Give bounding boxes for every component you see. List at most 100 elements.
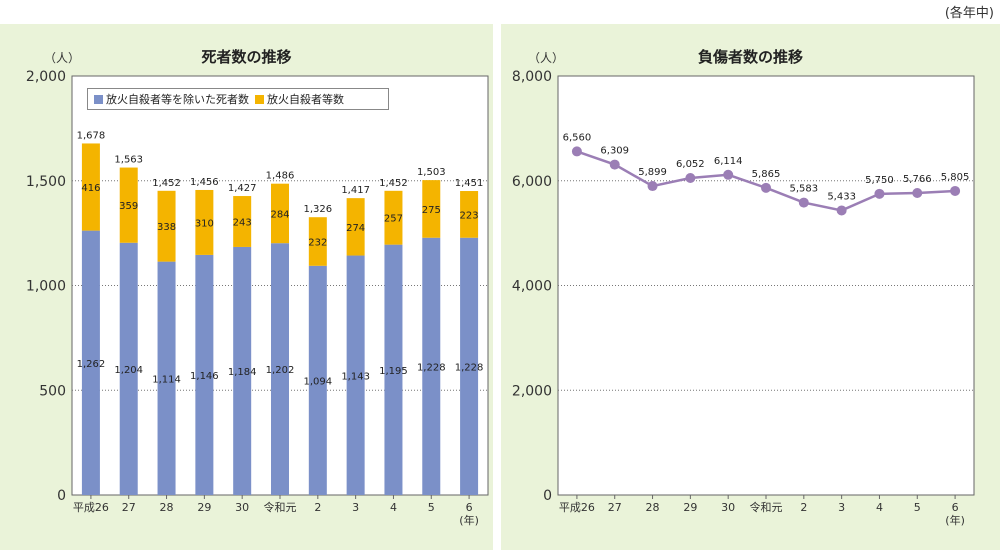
- deaths-x-tick: 2: [314, 501, 321, 514]
- deaths-bar-other-label: 1,262: [77, 359, 106, 370]
- deaths-total-label: 1,452: [152, 178, 181, 189]
- injured-point: [571, 146, 582, 157]
- legend-label-arson: 放火自殺者等数: [267, 93, 344, 106]
- deaths-bar-other: [422, 237, 441, 495]
- injured-y-tick: 6,000: [512, 174, 552, 190]
- deaths-total-label: 1,417: [341, 185, 370, 196]
- injured-chart-title: 負傷者数の推移: [697, 48, 803, 66]
- injured-point-label: 5,865: [752, 169, 781, 180]
- injured-y-tick: 4,000: [512, 279, 552, 295]
- injured-point-label: 5,899: [638, 167, 667, 178]
- deaths-bar-other-label: 1,204: [114, 365, 143, 376]
- injured-point: [647, 181, 658, 192]
- deaths-y-tick: 500: [39, 383, 66, 399]
- injured-y-tick: 0: [543, 488, 552, 504]
- injured-point-label: 5,433: [827, 191, 856, 202]
- deaths-bar-arson: [422, 180, 441, 238]
- deaths-bar-other: [157, 261, 176, 495]
- deaths-total-label: 1,326: [303, 204, 332, 215]
- deaths-bar-arson: [157, 190, 176, 262]
- injured-point: [836, 205, 847, 216]
- deaths-bar-other: [308, 265, 327, 495]
- deaths-bar-arson-label: 338: [157, 222, 176, 233]
- deaths-bar-other-label: 1,228: [455, 362, 484, 373]
- injured-y-tick: 2,000: [512, 383, 552, 399]
- deaths-bar-arson: [271, 183, 289, 244]
- deaths-bar-arson: [195, 189, 214, 255]
- legend-label-other: 放火自殺者等を除いた死者数: [106, 93, 249, 106]
- injured-point-label: 6,052: [676, 159, 705, 170]
- deaths-bar-arson-label: 275: [422, 205, 441, 216]
- injured-x-tick: 2: [800, 501, 807, 514]
- deaths-bar-arson: [384, 190, 403, 245]
- deaths-x-tick: 3: [352, 501, 359, 514]
- deaths-total-label: 1,503: [417, 167, 446, 178]
- deaths-bar-other-label: 1,114: [152, 374, 181, 385]
- deaths-bar-arson: [119, 167, 138, 243]
- injured-x-tick: 5: [914, 501, 921, 514]
- deaths-x-tick: 令和元: [264, 500, 297, 514]
- deaths-total-label: 1,456: [190, 177, 219, 188]
- deaths-total-label: 1,678: [77, 130, 106, 141]
- deaths-bar-arson: [233, 196, 252, 247]
- deaths-bar-other: [195, 254, 214, 495]
- injured-chart-panel: 負傷者数の推移 8,000 6,000 4,000 2,000 0 （人） 6,560 6,3…: [501, 24, 1000, 550]
- deaths-x-tick: 平成26: [73, 501, 109, 514]
- deaths-bar-other-label: 1,202: [266, 365, 295, 376]
- deaths-y-unit: （人）: [44, 51, 80, 65]
- period-note: (各年中): [944, 6, 994, 21]
- injured-x-tick: 3: [838, 501, 845, 514]
- deaths-bar-other-label: 1,146: [190, 371, 219, 382]
- injured-x-tick: 28: [646, 501, 660, 514]
- deaths-bar-other-label: 1,184: [228, 367, 257, 378]
- injured-point: [761, 182, 771, 193]
- deaths-y-tick: 0: [57, 488, 66, 504]
- injured-point: [912, 188, 923, 199]
- injured-point: [685, 173, 696, 184]
- deaths-bar-other-label: 1,228: [417, 362, 446, 373]
- legend-swatch-other: [94, 94, 103, 104]
- deaths-bar-arson: [308, 217, 327, 266]
- deaths-x-tick: 29: [197, 501, 211, 514]
- injured-x-tick: 令和元: [750, 500, 783, 514]
- deaths-x-unit: (年): [459, 513, 479, 527]
- injured-point: [874, 188, 885, 199]
- deaths-bar-other-label: 1,094: [303, 376, 332, 387]
- deaths-bar-arson-label: 232: [308, 238, 327, 249]
- deaths-y-tick: 1,000: [26, 279, 66, 295]
- injured-point-label: 6,560: [563, 132, 592, 143]
- deaths-bar-other-label: 1,143: [341, 371, 370, 382]
- injured-point: [798, 197, 809, 208]
- deaths-bar-arson-label: 284: [270, 209, 289, 220]
- deaths-total-label: 1,486: [266, 171, 295, 182]
- deaths-chart-panel: 死者数の推移 2,000 1,500 1,000 500 0 （人） 1,262 416 1,6…: [0, 24, 493, 550]
- deaths-x-tick: 28: [160, 501, 174, 514]
- deaths-x-tick: 5: [428, 501, 435, 514]
- deaths-bar-arson-label: 310: [195, 218, 214, 229]
- injured-x-tick: 4: [876, 501, 883, 514]
- injured-point: [950, 185, 961, 196]
- injured-x-tick: 29: [683, 501, 697, 514]
- injured-point-label: 6,114: [714, 156, 743, 167]
- injured-point-label: 5,766: [903, 174, 932, 185]
- injured-y-tick: 8,000: [512, 69, 552, 85]
- injured-x-tick: 6: [952, 501, 959, 514]
- deaths-chart-title: 死者数の推移: [201, 48, 292, 66]
- deaths-total-label: 1,451: [455, 178, 484, 189]
- deaths-bar-other: [81, 230, 100, 495]
- deaths-bar-arson: [346, 198, 365, 256]
- deaths-x-tick: 30: [235, 501, 249, 514]
- injured-x-tick: 27: [608, 501, 622, 514]
- deaths-bar-arson: [81, 143, 100, 231]
- injured-point-label: 5,583: [789, 184, 818, 195]
- deaths-bar-arson: [460, 191, 479, 238]
- deaths-legend: 放火自殺者等を除いた死者数 放火自殺者等数: [87, 88, 389, 110]
- deaths-x-tick: 4: [390, 501, 397, 514]
- injured-x-tick: 30: [721, 501, 735, 514]
- deaths-total-label: 1,427: [228, 183, 257, 194]
- deaths-x-tick: 27: [122, 501, 136, 514]
- deaths-chart: 2,000 1,500 1,000 500 0 （人） 1,262 416 1,678 平成26 1…: [26, 51, 489, 527]
- deaths-bar-other: [346, 255, 365, 495]
- deaths-total-label: 1,452: [379, 178, 408, 189]
- legend-swatch-arson: [255, 94, 264, 104]
